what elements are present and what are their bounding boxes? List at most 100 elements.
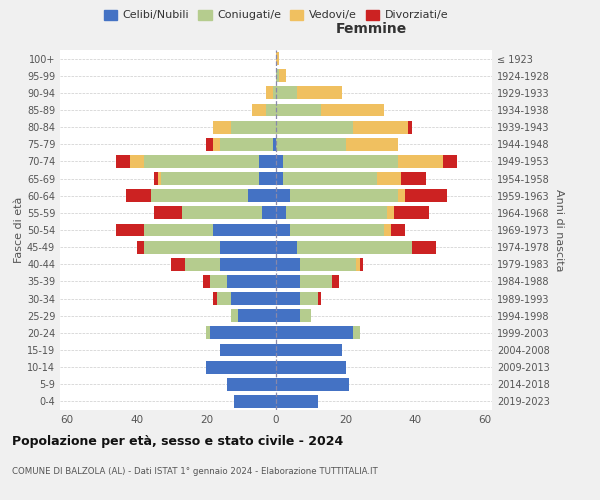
Bar xyxy=(213,120,231,134)
Text: COMUNE DI BALZOLA (AL) - Dati ISTAT 1° gennaio 2024 - Elaborazione TUTTITALIA.IT: COMUNE DI BALZOLA (AL) - Dati ISTAT 1° g… xyxy=(12,468,378,476)
Bar xyxy=(231,310,238,322)
Bar xyxy=(126,190,151,202)
Bar xyxy=(238,310,276,322)
Bar xyxy=(401,172,426,185)
Bar xyxy=(116,224,143,236)
Bar xyxy=(286,206,388,220)
Bar xyxy=(297,240,412,254)
Bar xyxy=(154,206,182,220)
Bar xyxy=(182,206,262,220)
Bar xyxy=(276,190,290,202)
Bar xyxy=(276,138,346,150)
Bar xyxy=(143,155,259,168)
Bar xyxy=(213,138,220,150)
Bar xyxy=(394,206,429,220)
Bar xyxy=(276,378,349,390)
Bar xyxy=(276,395,318,408)
Bar xyxy=(346,138,398,150)
Bar xyxy=(398,155,443,168)
Bar xyxy=(388,206,394,220)
Bar xyxy=(276,310,301,322)
Bar xyxy=(143,240,220,254)
Bar xyxy=(276,240,297,254)
Bar xyxy=(231,120,276,134)
Bar xyxy=(213,292,217,305)
Bar xyxy=(220,258,276,270)
Bar xyxy=(332,275,339,288)
Bar xyxy=(276,86,297,100)
Bar xyxy=(272,138,276,150)
Bar xyxy=(137,240,143,254)
Bar xyxy=(276,258,301,270)
Bar xyxy=(213,224,276,236)
Bar xyxy=(301,258,356,270)
Bar xyxy=(248,190,276,202)
Bar xyxy=(251,104,266,117)
Bar xyxy=(276,224,290,236)
Bar xyxy=(276,172,283,185)
Bar xyxy=(220,344,276,356)
Bar xyxy=(398,190,405,202)
Bar xyxy=(290,224,384,236)
Bar xyxy=(217,292,231,305)
Bar xyxy=(301,292,318,305)
Bar xyxy=(443,155,457,168)
Bar xyxy=(161,172,259,185)
Bar xyxy=(290,190,398,202)
Bar xyxy=(283,172,377,185)
Y-axis label: Anni di nascita: Anni di nascita xyxy=(554,188,563,271)
Legend: Celibi/Nubili, Coniugati/e, Vedovi/e, Divorziati/e: Celibi/Nubili, Coniugati/e, Vedovi/e, Di… xyxy=(100,5,452,25)
Bar xyxy=(220,240,276,254)
Bar xyxy=(172,258,185,270)
Bar xyxy=(297,86,342,100)
Bar xyxy=(276,52,280,65)
Bar xyxy=(154,172,158,185)
Bar xyxy=(276,206,286,220)
Bar xyxy=(116,155,130,168)
Bar xyxy=(185,258,220,270)
Bar xyxy=(259,155,276,168)
Bar xyxy=(220,138,272,150)
Bar xyxy=(227,275,276,288)
Bar xyxy=(158,172,161,185)
Bar xyxy=(409,120,412,134)
Bar xyxy=(210,275,227,288)
Bar xyxy=(276,70,280,82)
Bar xyxy=(276,292,301,305)
Bar xyxy=(276,360,346,374)
Bar xyxy=(405,190,447,202)
Bar xyxy=(353,120,409,134)
Bar xyxy=(321,104,384,117)
Bar xyxy=(130,155,143,168)
Bar xyxy=(234,395,276,408)
Bar xyxy=(301,310,311,322)
Bar xyxy=(280,70,286,82)
Bar xyxy=(276,326,353,340)
Bar xyxy=(412,240,436,254)
Bar xyxy=(206,326,210,340)
Bar xyxy=(301,275,332,288)
Bar xyxy=(391,224,405,236)
Bar xyxy=(318,292,321,305)
Bar xyxy=(276,344,342,356)
Bar xyxy=(283,155,398,168)
Text: Popolazione per età, sesso e stato civile - 2024: Popolazione per età, sesso e stato civil… xyxy=(12,435,343,448)
Bar xyxy=(272,86,276,100)
Bar xyxy=(276,155,283,168)
Bar xyxy=(206,360,276,374)
Bar xyxy=(353,326,359,340)
Bar xyxy=(206,138,213,150)
Bar xyxy=(356,258,359,270)
Bar xyxy=(203,275,210,288)
Bar xyxy=(266,104,276,117)
Bar xyxy=(377,172,401,185)
Bar xyxy=(151,190,248,202)
Bar xyxy=(227,378,276,390)
Bar xyxy=(276,104,321,117)
Text: Femmine: Femmine xyxy=(335,22,407,36)
Bar xyxy=(276,120,353,134)
Y-axis label: Fasce di età: Fasce di età xyxy=(14,197,24,263)
Bar xyxy=(231,292,276,305)
Bar xyxy=(359,258,363,270)
Bar xyxy=(266,86,272,100)
